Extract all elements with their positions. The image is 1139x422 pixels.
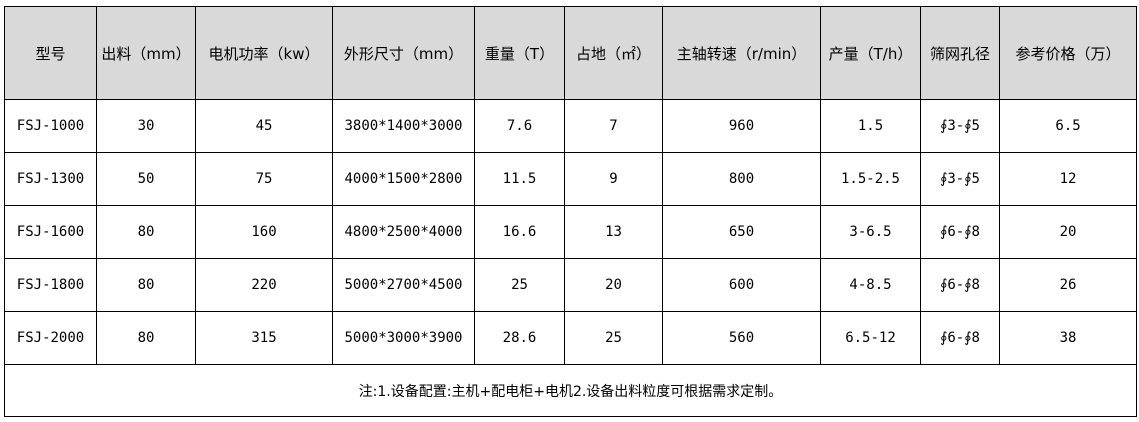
table-cell: 3-6.5 — [820, 205, 921, 259]
table-cell: 600 — [662, 258, 821, 312]
table-cell: 38 — [999, 311, 1137, 365]
table-cell: 13 — [564, 205, 663, 259]
table-cell: 80 — [96, 311, 196, 365]
table-cell: ∮3-∮5 — [920, 99, 1000, 153]
note-text: 注:1.设备配置:主机+配电柜+电机2.设备出料粒度可根据需求定制。 — [4, 364, 1137, 417]
table-cell: 28.6 — [474, 311, 565, 365]
table-cell: 160 — [195, 205, 333, 259]
column-header: 产量（T/h） — [820, 6, 921, 100]
table-cell: 960 — [662, 99, 821, 153]
table-cell: 25 — [474, 258, 565, 312]
table-cell: 50 — [96, 152, 196, 206]
column-header: 参考价格（万） — [999, 6, 1137, 100]
table-cell: ∮6-∮8 — [920, 205, 1000, 259]
table-cell: 560 — [662, 311, 821, 365]
column-header: 型号 — [4, 6, 97, 100]
table-cell: 75 — [195, 152, 333, 206]
spec-table: 型号 出料（mm） 电机功率（kw） 外形尺寸（mm） 重量（T） 占地（㎡） 主轴转速（r… — [4, 6, 1137, 417]
column-header: 出料（mm） — [96, 6, 196, 100]
table-row: FSJ-1300 50 75 4000*1500*2800 11.5 9 800 1.5-2.… — [4, 152, 1137, 206]
table-cell: 4800*2500*4000 — [332, 205, 475, 259]
table-cell: 30 — [96, 99, 196, 153]
table-cell: 45 — [195, 99, 333, 153]
table-cell: 650 — [662, 205, 821, 259]
column-header: 电机功率（kw） — [195, 6, 333, 100]
table-cell: 26 — [999, 258, 1137, 312]
column-header: 主轴转速（r/min） — [662, 6, 821, 100]
table-cell: ∮6-∮8 — [920, 258, 1000, 312]
table-cell: 16.6 — [474, 205, 565, 259]
table-cell: 7.6 — [474, 99, 565, 153]
table-cell: FSJ-2000 — [4, 311, 97, 365]
table-row: FSJ-1000 30 45 3800*1400*3000 7.6 7 960 1.5 ∮3-∮… — [4, 99, 1137, 153]
table-cell: FSJ-1300 — [4, 152, 97, 206]
table-cell: FSJ-1800 — [4, 258, 97, 312]
table-cell: ∮3-∮5 — [920, 152, 1000, 206]
note-row: 注:1.设备配置:主机+配电柜+电机2.设备出料粒度可根据需求定制。 — [4, 364, 1137, 417]
table-cell: 4-8.5 — [820, 258, 921, 312]
table-cell: 6.5-12 — [820, 311, 921, 365]
table-cell: 12 — [999, 152, 1137, 206]
table-cell: 6.5 — [999, 99, 1137, 153]
table-row: FSJ-1800 80 220 5000*2700*4500 25 20 600 4-8.5 ∮… — [4, 258, 1137, 312]
table-cell: ∮6-∮8 — [920, 311, 1000, 365]
table-cell: FSJ-1600 — [4, 205, 97, 259]
table-cell: 5000*2700*4500 — [332, 258, 475, 312]
table-cell: 80 — [96, 205, 196, 259]
column-header: 重量（T） — [474, 6, 565, 100]
table-cell: 7 — [564, 99, 663, 153]
table-cell: 5000*3000*3900 — [332, 311, 475, 365]
column-header: 筛网孔径 — [920, 6, 1000, 100]
table-row: FSJ-1600 80 160 4800*2500*4000 16.6 13 650 3-6.… — [4, 205, 1137, 259]
table-cell: 220 — [195, 258, 333, 312]
column-header: 外形尺寸（mm） — [332, 6, 475, 100]
table-cell: 3800*1400*3000 — [332, 99, 475, 153]
table-cell: 25 — [564, 311, 663, 365]
table-cell: 1.5-2.5 — [820, 152, 921, 206]
table-cell: 20 — [999, 205, 1137, 259]
header-row: 型号 出料（mm） 电机功率（kw） 外形尺寸（mm） 重量（T） 占地（㎡） 主轴转速（r… — [4, 6, 1137, 100]
table-cell: 4000*1500*2800 — [332, 152, 475, 206]
table-cell: 9 — [564, 152, 663, 206]
table-cell: 11.5 — [474, 152, 565, 206]
table-cell: 315 — [195, 311, 333, 365]
table-cell: 1.5 — [820, 99, 921, 153]
table-cell: 80 — [96, 258, 196, 312]
table-row: FSJ-2000 80 315 5000*3000*3900 28.6 25 560 6.5-… — [4, 311, 1137, 365]
column-header: 占地（㎡） — [564, 6, 663, 100]
table-cell: FSJ-1000 — [4, 99, 97, 153]
table-cell: 800 — [662, 152, 821, 206]
table-cell: 20 — [564, 258, 663, 312]
